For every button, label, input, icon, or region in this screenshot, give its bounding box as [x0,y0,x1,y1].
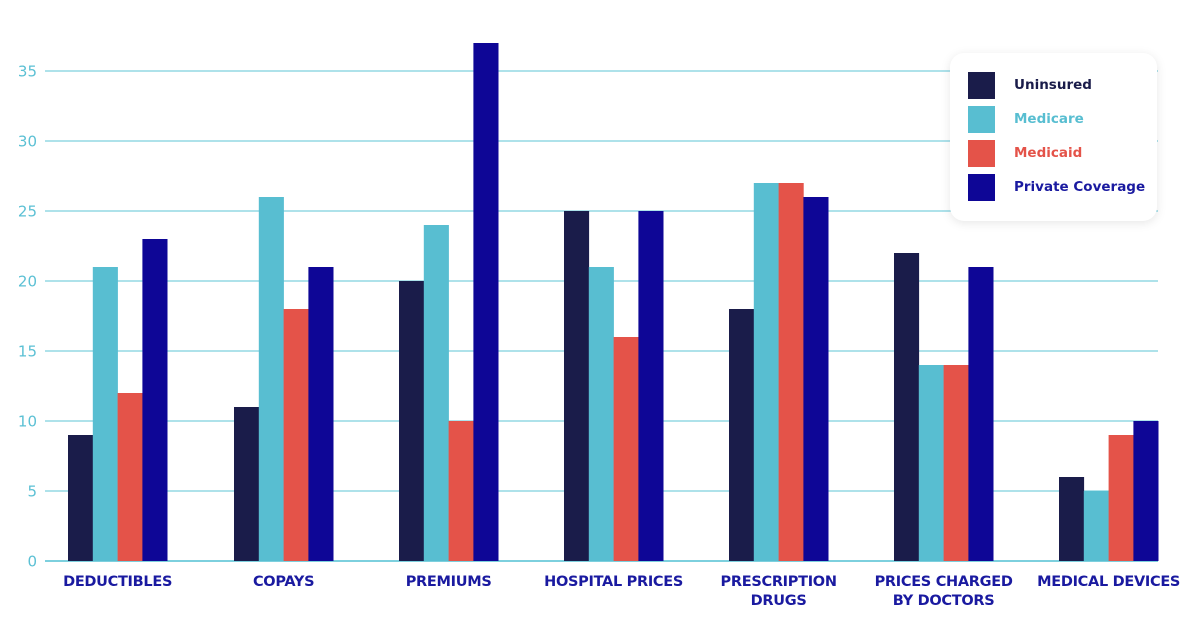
legend-label: Medicare [1014,111,1084,127]
bar-uninsured [68,435,94,561]
x-tick-label: PRICES CHARGED [875,574,1013,590]
x-tick-label: COPAYS [253,574,314,590]
y-tick-label: 35 [18,63,37,81]
bar-uninsured [729,309,755,561]
bar-private-coverage [968,267,994,561]
y-tick-label: 25 [18,203,37,221]
bar-medicare [258,197,284,561]
bar-medicare [753,183,779,561]
bar-uninsured [894,253,920,561]
legend-label: Uninsured [1014,77,1092,93]
y-tick-label: 30 [18,133,37,151]
legend-item-medicaid: Medicaid [968,139,1082,167]
bar-medicaid [1108,435,1134,561]
bar-medicaid [448,421,474,561]
bar-medicare [1083,491,1109,561]
legend-item-uninsured: Uninsured [968,71,1092,99]
bar-uninsured [564,211,590,561]
x-axis-ticks: DEDUCTIBLES COPAYS PREMIUMS HOSPITAL PRICES… [63,574,1180,609]
bar-medicare [918,365,944,561]
legend: Uninsured Medicare Medicaid Private Cove… [950,53,1157,221]
bar-private-coverage [1133,421,1159,561]
legend-label: Private Coverage [1014,179,1146,195]
bar-uninsured [1059,477,1085,561]
bar-medicaid [943,365,969,561]
bar-medicaid [117,393,143,561]
bar-private-coverage [638,211,664,561]
y-tick-label: 20 [18,273,37,291]
bars [68,43,1159,561]
legend-item-private-coverage: Private Coverage [968,173,1145,201]
x-tick-label: DRUGS [751,593,807,609]
bar-private-coverage [308,267,334,561]
bar-medicaid [283,309,309,561]
legend-item-medicare: Medicare [968,105,1084,133]
bar-private-coverage [473,43,499,561]
y-tick-label: 15 [18,343,37,361]
legend-label: Medicaid [1014,145,1083,161]
y-tick-label: 0 [27,553,37,571]
x-tick-label: DEDUCTIBLES [63,574,172,590]
legend-swatch-medicaid [968,139,995,167]
bar-uninsured [234,407,260,561]
bar-medicare [92,267,118,561]
bar-medicare [423,225,449,561]
x-tick-label: HOSPITAL PRICES [544,574,683,590]
bar-private-coverage [142,239,168,561]
legend-swatch-medicare [968,105,995,133]
y-tick-label: 10 [18,413,37,431]
legend-swatch-uninsured [968,71,995,99]
x-tick-label: MEDICAL DEVICES [1037,574,1180,590]
bar-private-coverage [803,197,829,561]
legend-swatch-private-coverage [968,173,995,201]
y-tick-label: 5 [27,483,37,501]
x-tick-label: BY DOCTORS [893,593,995,609]
bar-medicare [588,267,614,561]
bar-medicaid [613,337,639,561]
bar-uninsured [399,281,425,561]
x-tick-label: PREMIUMS [406,574,492,590]
y-axis-ticks: 0 5 10 15 20 25 30 35 [18,63,37,571]
bar-medicaid [778,183,804,561]
x-tick-label: PRESCRIPTION [721,574,837,590]
